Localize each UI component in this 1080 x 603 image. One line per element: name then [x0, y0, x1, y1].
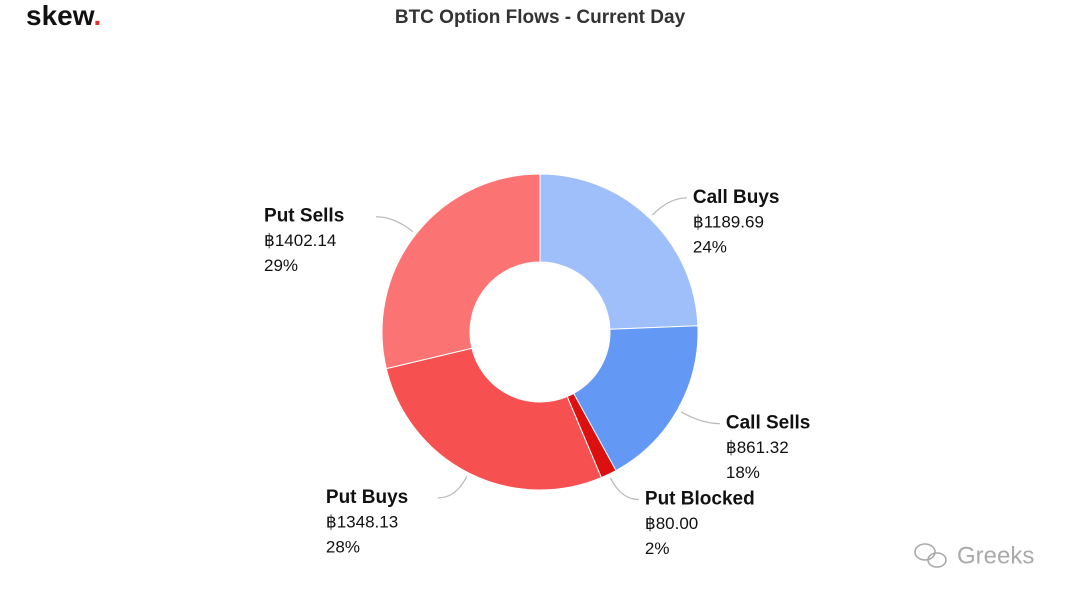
percent-label: 29%	[264, 256, 298, 275]
percent-label: 2%	[645, 539, 670, 558]
value-label: ฿1402.14	[264, 231, 336, 250]
slice	[381, 173, 541, 370]
slice-name: Put Blocked	[645, 488, 755, 509]
value-label: ฿1348.13	[326, 512, 398, 531]
logo: skew.	[26, 0, 101, 31]
slice-name: Call Sells	[726, 413, 811, 434]
watermark-icon	[914, 543, 947, 568]
logo-text: skew	[26, 0, 95, 31]
chart-title: BTC Option Flows - Current Day	[395, 7, 686, 28]
slice	[539, 173, 699, 330]
slice-name: Put Sells	[264, 206, 344, 227]
value-label: ฿1189.69	[693, 212, 764, 231]
slice-name: Call Buys	[693, 187, 780, 208]
logo-dot: .	[93, 0, 101, 31]
percent-label: 24%	[693, 237, 727, 256]
connector	[651, 197, 687, 216]
percent-label: 18%	[726, 463, 760, 482]
value-label: ฿80.00	[645, 514, 698, 533]
slice	[572, 325, 699, 472]
watermark: Greeks	[957, 542, 1034, 569]
connector	[437, 476, 468, 499]
connector	[680, 411, 720, 425]
value-label: ฿861.32	[726, 438, 789, 457]
slice	[385, 347, 602, 491]
connector	[609, 477, 639, 501]
percent-label: 28%	[326, 537, 360, 556]
connector	[376, 216, 414, 233]
slice-name: Put Buys	[326, 487, 408, 508]
